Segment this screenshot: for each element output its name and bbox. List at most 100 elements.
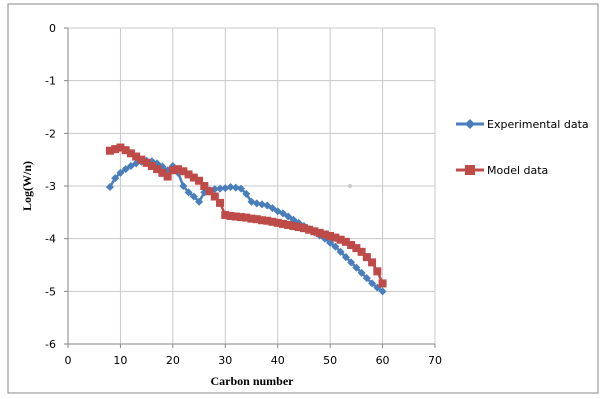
data-point-experimental	[105, 183, 114, 192]
data-point-experimental	[252, 199, 261, 208]
legend: Experimental data Model data	[456, 118, 589, 177]
y-tick-label: -5	[45, 285, 56, 298]
data-point-experimental	[341, 253, 350, 262]
y-tick-label: -3	[45, 180, 56, 193]
data-point-model	[273, 218, 282, 227]
y-tick-label: -6	[45, 338, 56, 351]
x-tick-labels: 0 10 20 30 40 50 60 70	[65, 354, 443, 367]
data-point-model	[121, 146, 130, 155]
x-tick-label: 60	[376, 354, 390, 367]
data-point-model	[252, 215, 261, 224]
data-point-model	[226, 212, 235, 221]
x-axis-title: Carbon number	[210, 374, 294, 388]
data-point-model	[200, 182, 209, 190]
y-tick-label: -1	[45, 75, 56, 88]
data-point-model	[362, 253, 371, 262]
data-point-experimental	[336, 247, 345, 256]
data-point-model	[147, 161, 156, 170]
data-point-model	[132, 152, 141, 161]
data-point-experimental	[179, 182, 188, 190]
data-point-model	[320, 230, 329, 239]
data-point-model	[210, 192, 219, 201]
data-point-model	[231, 212, 240, 221]
data-point-experimental	[189, 192, 198, 201]
data-point-model	[368, 258, 377, 267]
data-point-experimental	[278, 209, 287, 218]
data-point-model	[179, 167, 188, 176]
data-point-model	[163, 172, 172, 181]
data-point-model	[378, 279, 387, 288]
data-point-experimental	[231, 183, 240, 192]
legend-marker-model	[465, 165, 475, 175]
y-tick-labels: 0 -1 -2 -3 -4 -5 -6	[45, 22, 56, 351]
x-tick-label: 10	[113, 354, 127, 367]
data-point-experimental	[257, 200, 266, 209]
legend-marker-experimental	[465, 119, 475, 129]
data-point-experimental	[121, 165, 130, 174]
data-point-experimental	[331, 242, 340, 251]
data-point-experimental	[378, 287, 387, 296]
y-axis-title: Log(W/n)	[20, 161, 34, 211]
data-point-experimental	[352, 263, 361, 272]
x-tick-label: 0	[65, 354, 72, 367]
data-point-model	[305, 225, 314, 234]
data-point-model	[242, 213, 251, 222]
data-point-experimental	[226, 183, 235, 192]
data-point-model	[336, 235, 345, 244]
data-point-model	[111, 145, 120, 154]
data-point-model	[168, 166, 177, 175]
data-point-model	[142, 158, 151, 167]
x-tick-label: 30	[218, 354, 232, 367]
y-tick-label: 0	[49, 22, 56, 35]
data-point-model	[153, 165, 162, 174]
legend-label-experimental: Experimental data	[487, 118, 589, 131]
data-point-model	[347, 240, 356, 249]
data-point-model	[263, 216, 272, 225]
data-point-experimental	[184, 188, 193, 197]
data-point-model	[247, 214, 256, 223]
data-point-model	[237, 213, 246, 222]
data-point-model	[158, 168, 167, 177]
data-point-experimental	[221, 184, 230, 193]
data-point-model	[341, 237, 350, 246]
data-point-experimental	[195, 197, 204, 206]
data-point-experimental	[368, 279, 377, 288]
x-tick-label: 50	[323, 354, 337, 367]
data-point-experimental	[216, 184, 225, 193]
data-point-model	[357, 247, 366, 256]
data-point-model	[315, 228, 324, 237]
data-point-model	[289, 222, 298, 231]
data-point-experimental	[357, 268, 366, 277]
data-point-model	[105, 146, 114, 155]
data-point-model	[137, 155, 146, 164]
x-tick-label: 20	[166, 354, 180, 367]
data-point-model	[352, 244, 361, 253]
y-tick-label: -2	[45, 127, 56, 140]
data-point-experimental	[242, 189, 251, 198]
data-point-model	[326, 232, 335, 241]
x-tick-label: 70	[428, 354, 442, 367]
data-point-model	[331, 233, 340, 242]
data-point-model	[174, 165, 183, 174]
data-point-model	[216, 198, 225, 207]
data-point-experimental	[362, 274, 371, 283]
series-layer	[105, 143, 387, 296]
data-point-experimental	[284, 212, 293, 221]
data-point-experimental	[268, 204, 277, 213]
data-point-model	[184, 170, 193, 179]
data-point-model	[116, 143, 125, 152]
data-point-experimental	[237, 184, 246, 193]
data-point-model	[195, 176, 204, 185]
data-point-model	[221, 210, 230, 219]
data-point-model	[189, 173, 198, 182]
axes	[64, 27, 436, 348]
data-point-model	[373, 267, 382, 276]
data-point-model	[205, 187, 214, 196]
x-tick-label: 40	[271, 354, 285, 367]
data-point-experimental	[111, 174, 120, 183]
data-point-model	[257, 216, 266, 225]
data-point-experimental	[347, 258, 356, 267]
data-point-model	[294, 223, 303, 232]
